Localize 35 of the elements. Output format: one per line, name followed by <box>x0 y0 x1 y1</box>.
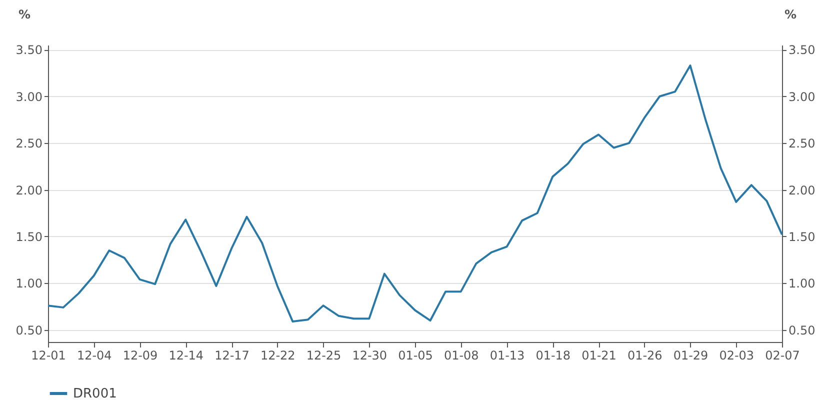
x-tick-label: 12-01 <box>31 348 66 362</box>
line-series <box>47 64 783 322</box>
x-tick-label: 12-25 <box>306 348 342 362</box>
y2-tick-label: 3.00 <box>788 90 816 104</box>
x-tick-label: 02-03 <box>719 348 754 362</box>
y2-axis-title: % <box>784 8 797 22</box>
y2-tick-label: 2.50 <box>788 136 816 151</box>
y2-tick-label: 1.50 <box>788 230 816 244</box>
x-tick-label: 12-14 <box>168 348 204 362</box>
y-tick-label: 1.00 <box>16 276 42 291</box>
x-tick-label: 01-29 <box>673 348 708 362</box>
x-tick-label: 12-30 <box>352 348 388 362</box>
x-tick-label: 01-13 <box>490 348 525 362</box>
x-tick-label: 01-05 <box>398 348 433 362</box>
x-tick-label: 12-04 <box>76 348 112 362</box>
y-tick-label: 0.50 <box>16 323 42 338</box>
y-tick-label: 3.00 <box>16 90 42 104</box>
y2-tick-label: 0.50 <box>788 323 816 338</box>
legend-label: DR001 <box>73 386 117 400</box>
y-tick-label: 3.50 <box>16 43 42 58</box>
x-tick-label: 12-22 <box>260 348 296 362</box>
x-tick-label: 12-17 <box>214 348 250 362</box>
x-tick-label: 01-18 <box>536 348 571 362</box>
y2-tick-label: 1.00 <box>788 276 816 291</box>
x-tick-label: 01-21 <box>582 348 616 362</box>
y-tick-label: 2.50 <box>16 136 42 151</box>
y-axis-title: % <box>18 8 31 22</box>
y2-tick-label: 2.00 <box>788 183 816 198</box>
x-tick-label: 01-26 <box>627 348 662 362</box>
y2-tick-label: 3.50 <box>788 43 816 58</box>
y-tick-label: 2.00 <box>16 183 42 198</box>
x-tick-label: 01-08 <box>444 348 479 362</box>
y-tick-label: 1.50 <box>16 230 42 244</box>
x-tick-label: 12-09 <box>122 348 158 362</box>
x-tick-label: 02-07 <box>765 348 800 362</box>
